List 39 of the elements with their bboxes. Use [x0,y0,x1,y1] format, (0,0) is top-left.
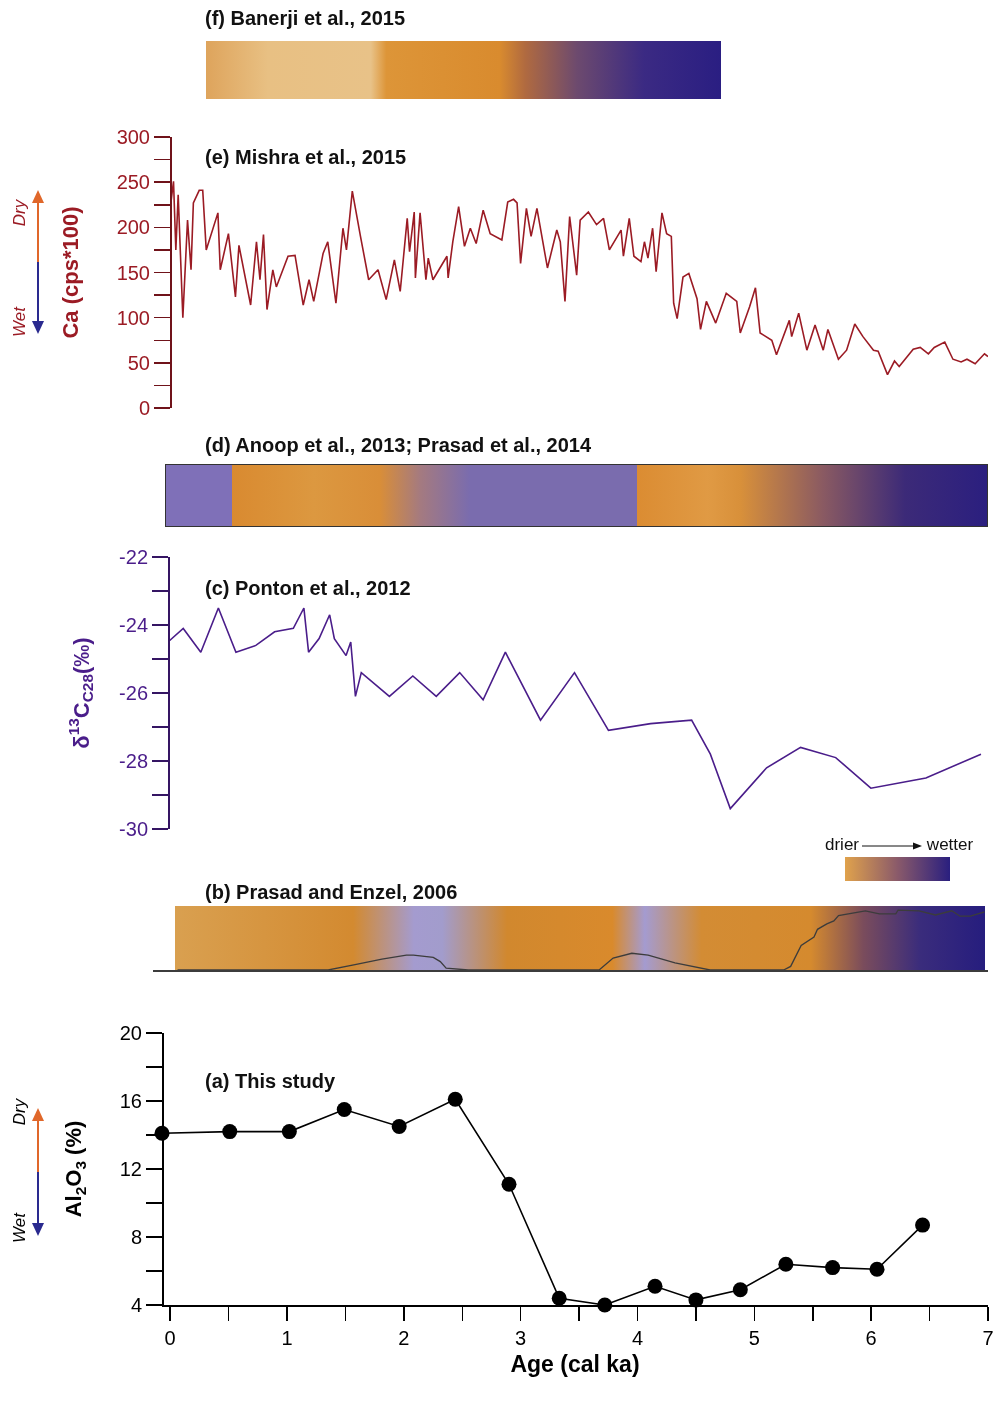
text: Dry [10,199,30,227]
text: Wet [10,307,30,337]
text: (f) Banerji et al., 2015 [205,6,406,30]
text: (c) Ponton et al., 2012 [205,576,411,600]
y-tick-label: 250 [116,171,150,194]
y-tick-label: 8 [130,1226,142,1248]
x-tick-label: 5 [748,1326,760,1349]
text: (d) Anoop et al., 2013; Prasad et al., 2014 [205,433,592,457]
x-tick-label: 3 [515,1326,527,1349]
y-tick-label: 200 [116,216,150,239]
text: drier [824,835,860,855]
chart-title: (e) Mishra et al., 2015 [205,145,407,169]
y-tick-label: -24 [119,614,148,636]
y-tick-label: 4 [130,1294,142,1316]
text: Dry [10,1098,30,1126]
x-tick-label: 0 [164,1326,176,1349]
text: Wet [10,1213,30,1243]
chart-title: (b) Prasad and Enzel, 2006 [205,880,458,904]
y-tick-label: 16 [119,1090,142,1112]
x-tick-label: 1 [281,1326,293,1349]
y-tick-label: -30 [119,818,148,840]
y-tick-label: 12 [119,1158,142,1180]
x-axis-title: Age (cal ka) [510,1350,640,1377]
x-tick-label: 7 [982,1326,994,1349]
y-tick-label: 100 [116,306,150,329]
text: (a) This study [205,1069,336,1093]
y-tick-label: -28 [119,750,148,772]
y-tick-label: 0 [138,397,150,419]
y-axis-title: Ca (cps*100) [58,206,84,339]
y-tick-label: -26 [119,682,148,704]
x-tick-label: 4 [631,1326,644,1349]
x-tick-label: 6 [865,1326,877,1349]
text: wetter [926,835,974,855]
y-tick-label: 150 [116,261,150,284]
y-tick-label: -22 [119,546,148,568]
y-tick-label: 20 [119,1022,142,1044]
x-tick-label: 2 [398,1326,410,1349]
y-tick-label: 300 [116,126,150,148]
y-tick-label: 50 [127,351,150,374]
